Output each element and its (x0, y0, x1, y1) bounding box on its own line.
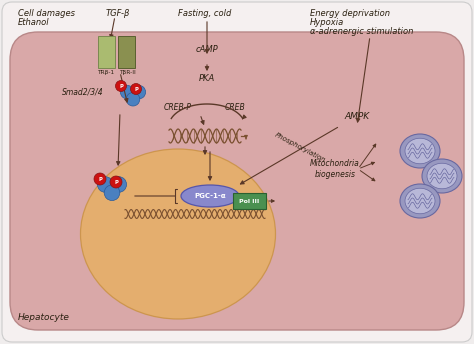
Text: Smad2/3/4: Smad2/3/4 (62, 87, 104, 97)
Ellipse shape (400, 134, 440, 168)
Text: Mitochondria
biogenesis: Mitochondria biogenesis (310, 159, 360, 179)
Text: P: P (98, 176, 102, 182)
Circle shape (126, 93, 140, 106)
Text: P: P (114, 180, 118, 184)
Circle shape (98, 177, 113, 192)
FancyBboxPatch shape (98, 36, 115, 68)
Circle shape (94, 173, 106, 185)
Ellipse shape (405, 138, 435, 164)
FancyBboxPatch shape (118, 36, 135, 68)
Circle shape (104, 185, 120, 201)
Text: Cell damages: Cell damages (18, 9, 75, 18)
Text: P: P (119, 84, 123, 88)
Ellipse shape (81, 149, 275, 319)
FancyBboxPatch shape (10, 32, 464, 330)
Text: cAMP: cAMP (196, 44, 219, 54)
Ellipse shape (427, 163, 457, 189)
Text: PGC-1-α: PGC-1-α (194, 193, 226, 199)
Text: TβR-II: TβR-II (118, 70, 136, 75)
Ellipse shape (400, 184, 440, 218)
Circle shape (120, 85, 134, 99)
Circle shape (110, 176, 122, 188)
Ellipse shape (422, 159, 462, 193)
Text: P: P (134, 86, 138, 92)
Text: Hypoxia: Hypoxia (310, 18, 344, 27)
Text: Hepatocyte: Hepatocyte (18, 313, 70, 322)
Ellipse shape (181, 185, 239, 207)
Text: TGF-β: TGF-β (106, 9, 130, 18)
Text: PKA: PKA (199, 74, 215, 83)
Circle shape (130, 84, 142, 95)
Circle shape (132, 85, 146, 99)
Circle shape (116, 80, 127, 92)
Text: Pol III: Pol III (239, 198, 259, 204)
Text: CREB-P: CREB-P (164, 103, 192, 111)
Circle shape (111, 177, 127, 192)
Text: Ethanol: Ethanol (18, 18, 50, 27)
Text: CREB: CREB (225, 103, 246, 111)
FancyBboxPatch shape (233, 193, 266, 209)
Text: TRβ-1: TRβ-1 (98, 70, 115, 75)
Text: AMPK: AMPK (345, 111, 370, 120)
Text: Fasting, cold: Fasting, cold (178, 9, 232, 18)
Text: Phosphorylation: Phosphorylation (273, 132, 327, 164)
Text: Energy deprivation: Energy deprivation (310, 9, 390, 18)
Text: α-adrenergic stimulation: α-adrenergic stimulation (310, 27, 413, 36)
Ellipse shape (405, 188, 435, 214)
